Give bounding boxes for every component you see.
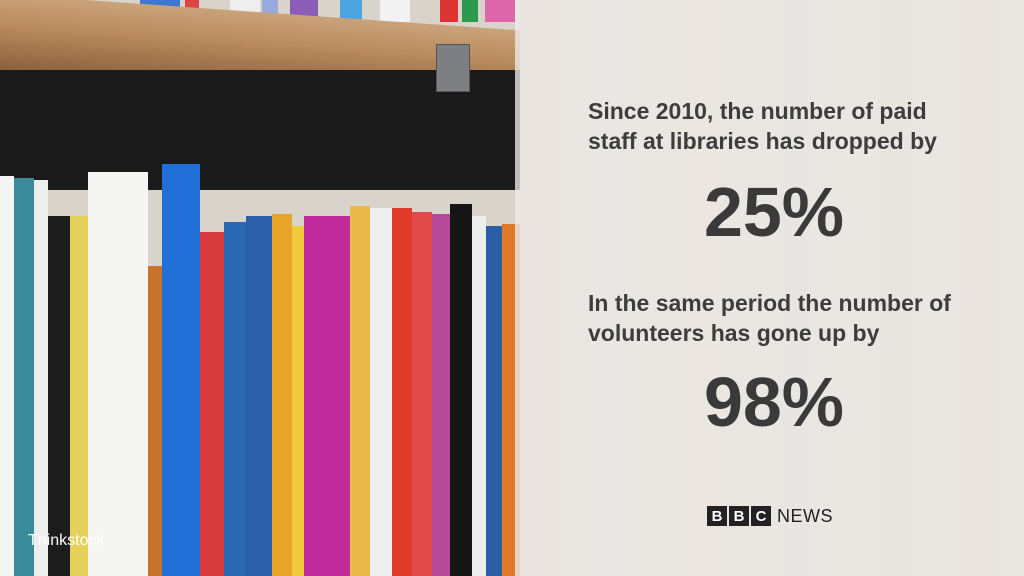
book-spines — [0, 160, 520, 576]
shelf-shadow — [0, 70, 520, 190]
stat-volunteers: 98% — [703, 363, 845, 441]
stat-paid-staff: 25% — [703, 173, 845, 251]
bbc-news-logo: B B C NEWS — [707, 505, 833, 527]
headline-paid-staff: Since 2010, the number of paid staff at … — [588, 98, 937, 154]
photo-credit: Thinkstock — [28, 532, 105, 549]
text-overlay-panel — [515, 0, 1024, 576]
headline-volunteers: In the same period the number of volunte… — [588, 290, 951, 346]
shelf-bracket — [436, 44, 470, 92]
